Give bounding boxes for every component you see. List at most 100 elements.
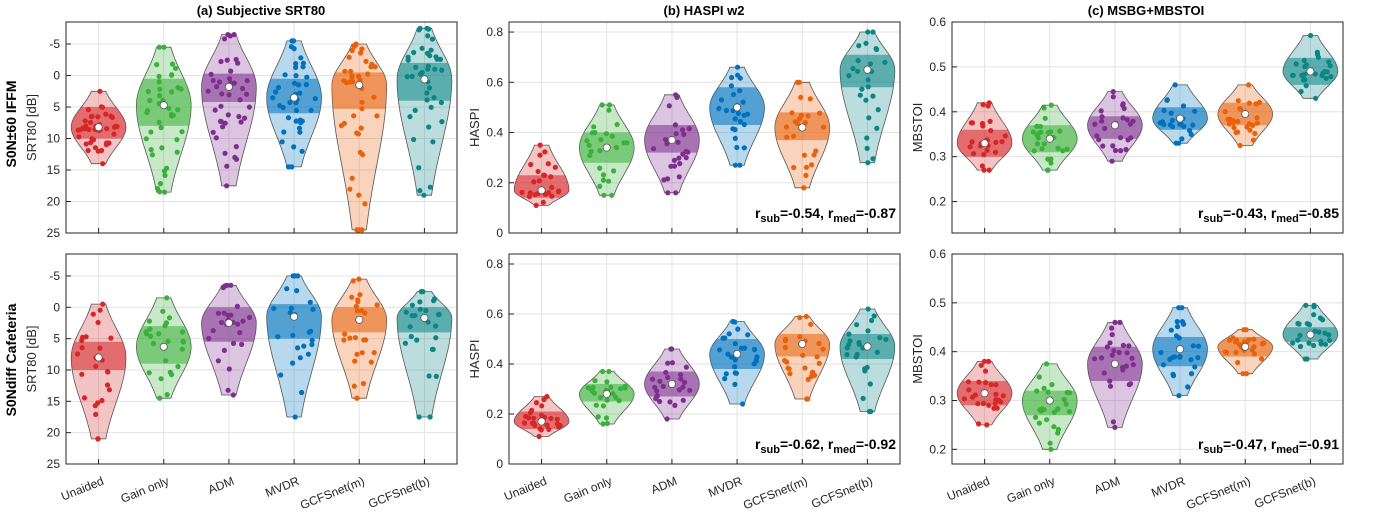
data-point — [617, 386, 624, 392]
data-point — [433, 323, 439, 329]
data-point — [674, 94, 680, 100]
data-point — [988, 382, 994, 388]
column-title-c: (c) MSBG+MBSTOI — [1088, 3, 1204, 18]
data-point — [1043, 361, 1050, 367]
data-point — [968, 120, 974, 126]
data-point — [79, 345, 85, 351]
data-point — [846, 73, 852, 79]
data-point — [664, 141, 670, 147]
data-point — [1190, 122, 1196, 128]
data-point — [539, 403, 545, 409]
data-point — [985, 103, 991, 109]
data-point — [1326, 332, 1332, 338]
data-point — [682, 379, 688, 385]
data-point — [83, 334, 89, 340]
data-point — [784, 134, 790, 140]
data-point — [1048, 160, 1054, 166]
data-point — [981, 152, 987, 158]
data-point — [871, 313, 877, 319]
data-point — [673, 131, 679, 137]
data-point — [157, 86, 163, 92]
data-point — [813, 148, 819, 154]
data-point — [866, 408, 873, 415]
data-point — [1109, 158, 1115, 164]
data-point — [299, 148, 305, 154]
data-point — [683, 364, 690, 370]
data-point — [414, 337, 420, 343]
data-point — [143, 136, 149, 142]
data-point — [797, 334, 803, 340]
data-point — [109, 114, 115, 120]
data-point — [976, 421, 982, 427]
data-point — [208, 71, 214, 77]
data-point — [1107, 340, 1113, 346]
data-point — [417, 71, 423, 77]
x-tick-label: Gain only — [1005, 474, 1057, 506]
data-point — [149, 152, 155, 158]
data-point — [1049, 382, 1055, 388]
data-point — [807, 96, 813, 102]
data-point — [728, 354, 735, 360]
data-point — [604, 420, 610, 427]
data-point — [981, 167, 987, 173]
data-point — [1107, 378, 1113, 384]
data-point — [541, 396, 547, 403]
data-point — [1326, 59, 1332, 65]
data-point — [1323, 75, 1329, 81]
data-point — [179, 129, 185, 135]
data-point — [291, 144, 297, 150]
x-tick-label: MVDR — [706, 474, 744, 500]
data-point — [359, 106, 365, 112]
data-point — [79, 337, 85, 344]
data-point — [104, 126, 110, 132]
median-marker — [159, 342, 168, 351]
median-marker — [1045, 134, 1054, 143]
data-point — [282, 72, 288, 78]
data-point — [147, 97, 153, 104]
data-point — [362, 310, 368, 316]
data-point — [143, 331, 150, 337]
data-point — [85, 147, 91, 154]
data-point — [295, 345, 301, 351]
correlation-annotation: rsub=-0.47, rmed=-0.91 — [1198, 436, 1339, 456]
data-point — [1303, 83, 1309, 89]
data-point — [965, 379, 972, 385]
median-marker — [733, 103, 742, 112]
data-point — [352, 335, 358, 341]
y-tick-label: 0.4 — [929, 105, 946, 119]
data-point — [93, 363, 99, 369]
data-point — [1091, 356, 1098, 362]
data-point — [744, 111, 751, 117]
data-point — [1116, 349, 1122, 356]
data-point — [1180, 103, 1187, 109]
data-point — [608, 384, 614, 390]
median-marker — [1110, 359, 1119, 368]
data-point — [1290, 340, 1296, 346]
data-point — [676, 387, 683, 393]
data-point — [154, 186, 161, 192]
data-point — [1259, 341, 1265, 347]
data-point — [979, 163, 986, 169]
x-tick-label: Unaided — [59, 474, 106, 504]
data-point — [297, 355, 303, 361]
data-point — [89, 113, 95, 119]
data-point — [967, 144, 973, 150]
data-point — [156, 395, 163, 401]
data-point — [293, 73, 299, 79]
data-point — [864, 145, 870, 151]
data-point — [874, 125, 880, 131]
data-point — [97, 345, 103, 351]
y-tick-label: 10 — [47, 132, 61, 146]
violin-unaided — [956, 100, 1013, 173]
data-point — [428, 104, 434, 110]
data-point — [236, 113, 242, 120]
data-point — [1129, 355, 1135, 361]
data-point — [737, 162, 743, 168]
data-point — [1315, 54, 1321, 60]
data-point — [797, 315, 803, 321]
data-point — [592, 378, 598, 384]
data-point — [1034, 132, 1040, 138]
violin-unaided — [70, 88, 127, 167]
data-point — [586, 142, 592, 148]
median-marker — [355, 315, 364, 324]
